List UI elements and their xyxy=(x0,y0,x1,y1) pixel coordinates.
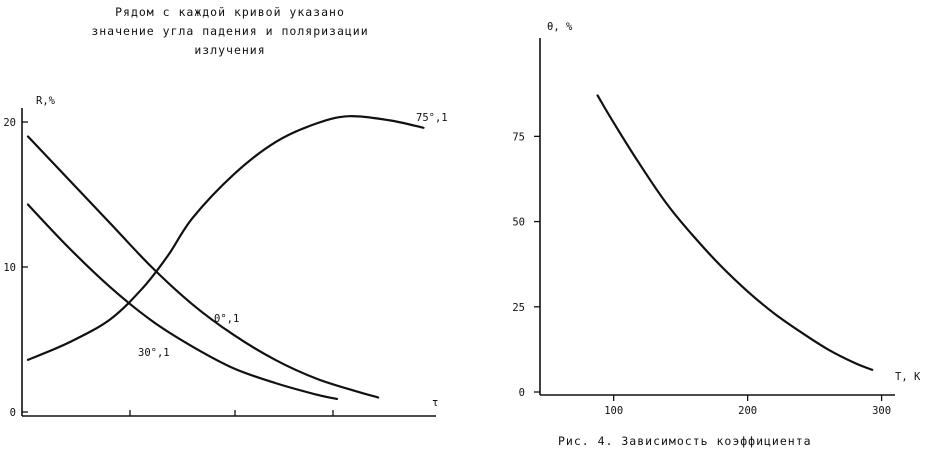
right-y-axis-label: θ, % xyxy=(547,21,573,33)
left-y-tick-label: 10 xyxy=(3,262,16,274)
header-line-1: Рядом с каждой кривой указано xyxy=(115,5,345,19)
right-x-tick-label: 200 xyxy=(738,405,757,417)
header-line-3: излучения xyxy=(194,43,265,57)
right-y-tick-label: 75 xyxy=(512,131,525,143)
series-label-75: 75°,1 xyxy=(416,112,448,124)
coefficient-chart: θ, % T, K 100 200 300 0 25 50 75 xyxy=(512,21,921,417)
left-y-axis-label: R,% xyxy=(36,95,56,107)
series-label-30: 30°,1 xyxy=(138,347,170,359)
right-x-tick-label: 100 xyxy=(604,405,623,417)
series-line-2 xyxy=(26,203,339,400)
theta-curve xyxy=(596,94,874,371)
reflectance-chart: R,% τ 0 10 20 75°,1 0°,1 30°,1 xyxy=(3,95,447,419)
series-line-1 xyxy=(26,135,380,399)
left-y-tick-label: 0 xyxy=(10,407,16,419)
right-y-tick-label: 25 xyxy=(512,302,525,314)
series-label-0: 0°,1 xyxy=(214,313,239,325)
left-x-axis-label: τ xyxy=(432,397,438,409)
right-y-tick-label: 0 xyxy=(519,387,525,399)
right-x-axis-label: T, K xyxy=(895,371,921,383)
figure-caption: Рис. 4. Зависимость коэффициента xyxy=(558,434,812,448)
right-x-tick-label: 300 xyxy=(872,405,891,417)
series-line-0 xyxy=(26,115,425,361)
header-line-2: значение угла падения и поляризации xyxy=(91,24,368,38)
left-y-tick-label: 20 xyxy=(3,117,16,129)
right-y-tick-label: 50 xyxy=(512,217,525,229)
